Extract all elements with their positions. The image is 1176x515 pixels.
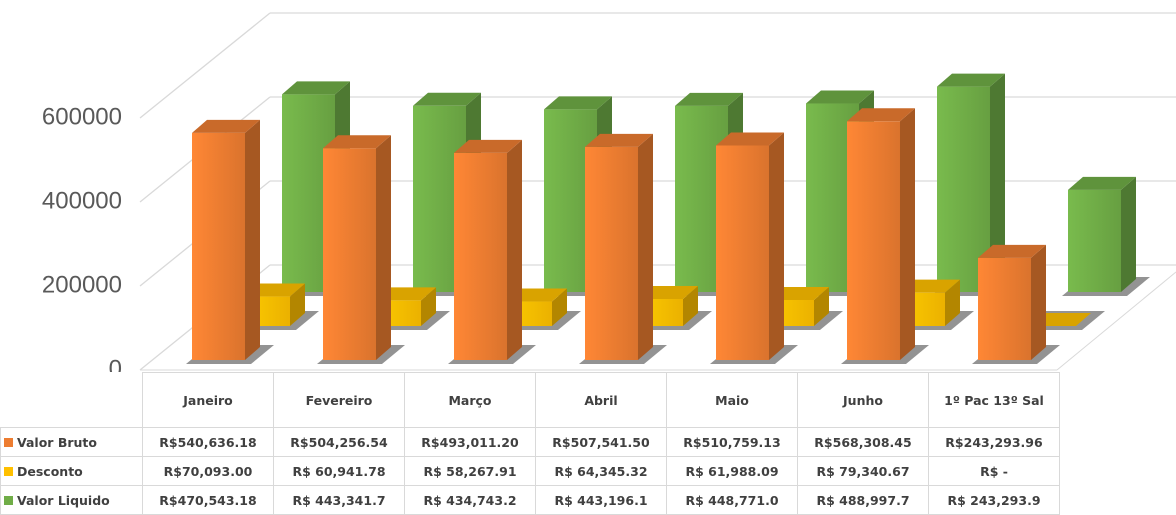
bar-top xyxy=(585,133,653,147)
legend-cell: Desconto xyxy=(0,456,143,486)
bar-side xyxy=(769,132,784,360)
bar-side xyxy=(1031,244,1046,360)
value-label: R$ 434,743.2 xyxy=(404,485,536,515)
value-label: R$493,011.20 xyxy=(404,427,536,457)
bar-side xyxy=(421,287,436,326)
category-label: 1º Pac 13º Sal xyxy=(928,372,1060,428)
legend-key xyxy=(4,466,13,476)
value-label: R$ - xyxy=(928,456,1060,486)
value-label: R$ 60,941.78 xyxy=(273,456,405,486)
bar-top xyxy=(282,81,350,95)
y-tick-label: 400000 xyxy=(42,187,122,214)
value-label: R$ 443,196.1 xyxy=(535,485,667,515)
bar-top xyxy=(454,139,522,153)
category-label: Março xyxy=(404,372,536,428)
bar xyxy=(585,146,638,360)
value-label: R$504,256.54 xyxy=(273,427,405,457)
category-label: Maio xyxy=(666,372,798,428)
value-label: R$507,541.50 xyxy=(535,427,667,457)
bar-side xyxy=(990,73,1005,292)
y-tick-label: 200000 xyxy=(42,271,122,298)
category-label: Abril xyxy=(535,372,667,428)
bar-top xyxy=(1068,176,1136,190)
bar-top xyxy=(847,108,915,122)
value-label: R$ 243,293.9 xyxy=(928,485,1060,515)
bar-top xyxy=(192,119,260,133)
bar-side xyxy=(638,133,653,360)
legend-cell: Valor Liquido xyxy=(0,485,143,515)
y-tick-label: 0 xyxy=(109,355,122,372)
bar-side xyxy=(290,283,305,326)
bar xyxy=(1068,189,1121,292)
value-label: R$510,759.13 xyxy=(666,427,798,457)
bar-top xyxy=(806,90,874,104)
bar xyxy=(192,132,245,360)
bar-side xyxy=(245,119,260,361)
category-label: Fevereiro xyxy=(273,372,405,428)
legend-cell: Valor Bruto xyxy=(0,427,143,457)
category-label: Janeiro xyxy=(142,372,274,428)
bar-side xyxy=(552,288,567,326)
bar-top xyxy=(544,96,612,110)
bar-side xyxy=(1121,176,1136,292)
chart: 0 200000 400000 600000 xyxy=(42,12,1176,372)
category-label: Junho xyxy=(797,372,929,428)
corner-cell xyxy=(0,372,143,428)
bar-side xyxy=(376,135,391,360)
bar-top xyxy=(413,92,481,106)
value-label: R$ 79,340.67 xyxy=(797,456,929,486)
value-label: R$ 61,988.09 xyxy=(666,456,798,486)
bar-side xyxy=(683,285,698,326)
bar xyxy=(716,145,769,360)
series-row: Valor Bruto R$540,636.18 R$504,256.54 R$493… xyxy=(0,427,1060,457)
value-label: R$ 58,267.91 xyxy=(404,456,536,486)
y-tick-label: 600000 xyxy=(42,103,122,130)
bar-top xyxy=(937,73,1005,87)
bar-side xyxy=(900,108,915,360)
bar-side xyxy=(945,279,960,326)
bar xyxy=(454,152,507,360)
value-label: R$ 64,345.32 xyxy=(535,456,667,486)
legend-label: Valor Liquido xyxy=(17,492,110,508)
bar-side xyxy=(814,286,829,326)
value-label: R$ 443,341.7 xyxy=(273,485,405,515)
series-row: Desconto R$70,093.00 R$ 60,941.78 R$ 58,267… xyxy=(0,456,1060,486)
bar-top xyxy=(716,132,784,146)
value-label: R$470,543.18 xyxy=(142,485,274,515)
bar-top xyxy=(978,244,1046,258)
value-label: R$568,308.45 xyxy=(797,427,929,457)
legend-label: Valor Bruto xyxy=(17,434,97,450)
bar xyxy=(323,148,376,360)
legend-key xyxy=(4,495,13,505)
value-label: R$70,093.00 xyxy=(142,456,274,486)
side-grid-line xyxy=(139,12,271,119)
value-label: R$243,293.96 xyxy=(928,427,1060,457)
series-row: Valor Liquido R$470,543.18 R$ 443,341.7 R$ … xyxy=(0,485,1060,515)
legend-key xyxy=(4,437,13,447)
value-label: R$ 448,771.0 xyxy=(666,485,798,515)
bar-top xyxy=(323,135,391,149)
data-table: Janeiro Fevereiro Março Abril Maio Junho 1º Pa… xyxy=(0,372,1060,515)
bar xyxy=(847,121,900,360)
header-row: Janeiro Fevereiro Março Abril Maio Junho 1º Pa… xyxy=(0,372,1060,428)
floor-edge xyxy=(1056,271,1176,371)
bar-side xyxy=(507,139,522,360)
value-label: R$540,636.18 xyxy=(142,427,274,457)
bar xyxy=(978,257,1031,360)
legend-label: Desconto xyxy=(17,463,83,479)
value-label: R$ 488,997.7 xyxy=(797,485,929,515)
bar-top xyxy=(675,92,743,106)
